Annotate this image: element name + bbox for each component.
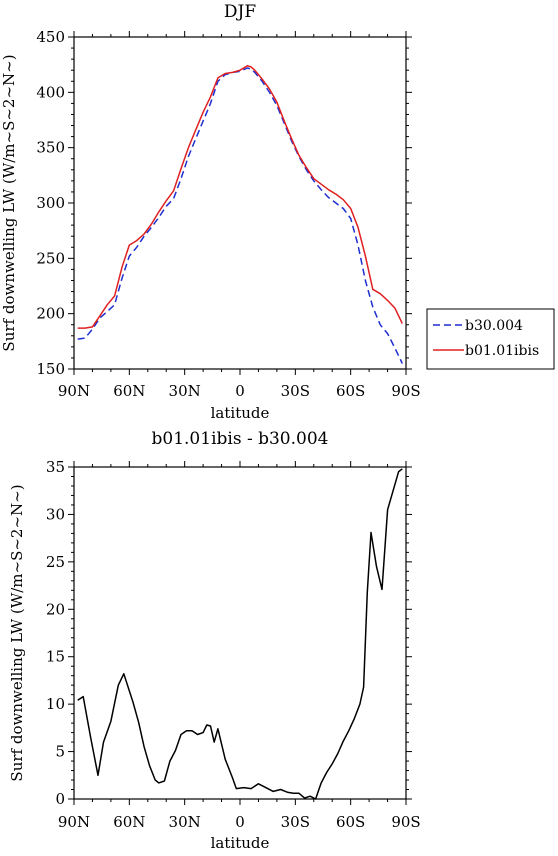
panel1-ytick-label: 350 bbox=[36, 139, 65, 157]
panel1-ytick-label: 150 bbox=[36, 360, 65, 378]
panel1-plot-frame bbox=[73, 36, 407, 370]
panel2-ytick-label: 35 bbox=[46, 458, 65, 476]
panel1-xtick-label: 90S bbox=[391, 382, 420, 400]
panel1-xtick-label: 60N bbox=[113, 382, 145, 400]
panel2-ytick-label: 10 bbox=[46, 695, 65, 713]
panel1-xtick-label: 90N bbox=[58, 382, 90, 400]
panel1-series-line-2 bbox=[77, 65, 403, 329]
panel1-ytick-label: 250 bbox=[36, 249, 65, 267]
panel1-series-line-1 bbox=[77, 67, 403, 364]
panel2-ytick-label: 0 bbox=[55, 790, 65, 808]
panel2-xtick-label: 30S bbox=[281, 813, 310, 831]
panel2-ytick-label: 25 bbox=[46, 553, 65, 571]
panel2-xtick-label: 30N bbox=[169, 813, 201, 831]
panel1-legend-label: b01.01ibis bbox=[465, 343, 539, 359]
panel2-series-line-1 bbox=[77, 468, 403, 800]
panel2-ytick-label: 20 bbox=[46, 600, 65, 618]
panel2-xlabel: latitude bbox=[211, 834, 270, 852]
panel1-ytick-label: 300 bbox=[36, 194, 65, 212]
panel1-xtick-label: 60S bbox=[336, 382, 365, 400]
panel2-xtick-label: 90N bbox=[58, 813, 90, 831]
panel2-ytick-label: 15 bbox=[46, 648, 65, 666]
panel1-ytick-label: 450 bbox=[36, 28, 65, 46]
panel1-ytick-label: 400 bbox=[36, 83, 65, 101]
panel2-plot-frame bbox=[73, 466, 407, 800]
panel1-legend-box bbox=[426, 308, 555, 370]
panel2-xtick-label: 0 bbox=[235, 813, 245, 831]
panel1-legend-label: b30.004 bbox=[465, 318, 523, 334]
panel2-title: b01.01ibis - b30.004 bbox=[152, 429, 329, 449]
panel1-xlabel: latitude bbox=[211, 404, 270, 422]
panel1-ytick-label: 200 bbox=[36, 305, 65, 323]
panel1-ylabel: Surf downwelling LW (W/m~S~2~N~) bbox=[0, 54, 18, 351]
panel1-title: DJF bbox=[224, 2, 256, 22]
panel2-ytick-label: 5 bbox=[55, 743, 65, 761]
panel2-ylabel: Surf downwelling LW (W/m~S~2~N~) bbox=[8, 484, 26, 781]
panel1-xtick-label: 0 bbox=[235, 382, 245, 400]
panel2-ytick-label: 30 bbox=[46, 505, 65, 523]
panel1-xtick-label: 30N bbox=[169, 382, 201, 400]
panel2-xtick-label: 90S bbox=[391, 813, 420, 831]
panel1-xtick-label: 30S bbox=[281, 382, 310, 400]
panel2-xtick-label: 60N bbox=[113, 813, 145, 831]
panel2-xtick-label: 60S bbox=[336, 813, 365, 831]
